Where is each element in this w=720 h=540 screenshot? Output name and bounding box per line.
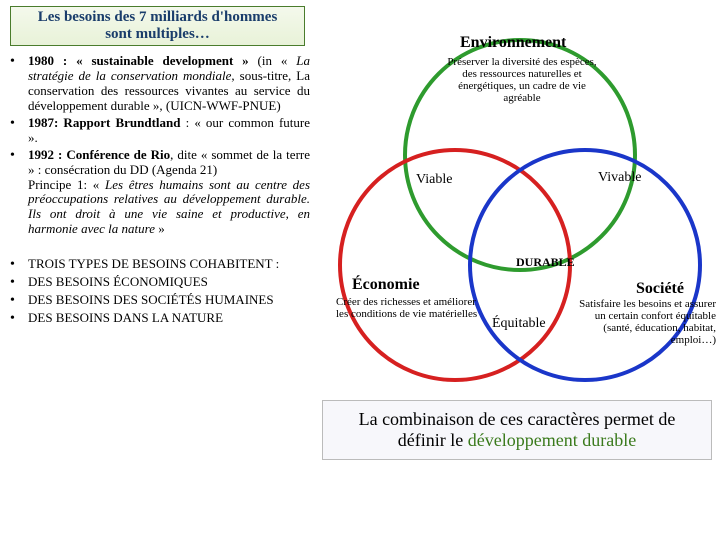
needs-item: DES BESOINS ÉCONOMIQUES	[10, 275, 310, 291]
needs-list: TROIS TYPES DE BESOINS COHABITENT : DES B…	[10, 257, 310, 327]
venn-intersection-label: Vivable	[598, 170, 641, 185]
slide-title: Les besoins des 7 milliards d'hommes son…	[10, 6, 305, 46]
venn-circle-title: Économie	[352, 276, 420, 294]
history-list: 1980 : « sustainable development » (in «…	[10, 54, 310, 237]
venn-diagram: Environnement Préserver la diversité des …	[330, 20, 710, 400]
title-line-2: sont multiples…	[15, 26, 300, 43]
needs-item: DES BESOINS DES SOCIÉTÉS HUMAINES	[10, 293, 310, 309]
venn-circle-title: Environnement	[460, 34, 566, 52]
needs-item: TROIS TYPES DE BESOINS COHABITENT :	[10, 257, 310, 273]
venn-center-label: DURABLE	[516, 256, 575, 269]
history-item-text: 1980 : « sustainable development » (in «…	[28, 54, 310, 114]
history-item: 1980 : « sustainable development » (in «…	[10, 54, 310, 114]
conclusion-box: La combinaison de ces caractères permet …	[322, 400, 712, 460]
venn-circle-desc: Créer des richesses et améliorer les con…	[336, 296, 486, 320]
needs-item: DES BESOINS DANS LA NATURE	[10, 311, 310, 327]
conclusion-text-2: développement durable	[468, 430, 636, 450]
history-item: 1992 : Conférence de Rio, dite « sommet …	[10, 148, 310, 238]
history-item: 1987: Rapport Brundtland : « our common …	[10, 116, 310, 146]
needs-item-text: DES BESOINS DES SOCIÉTÉS HUMAINES	[28, 293, 274, 309]
history-item-text: 1992 : Conférence de Rio, dite « sommet …	[28, 148, 310, 238]
venn-intersection-label: Équitable	[492, 316, 546, 331]
left-column: 1980 : « sustainable development » (in «…	[10, 54, 310, 329]
history-item-text: 1987: Rapport Brundtland : « our common …	[28, 116, 310, 146]
needs-item-text: DES BESOINS ÉCONOMIQUES	[28, 275, 208, 291]
venn-circle-desc: Satisfaire les besoins et assurer un cer…	[566, 298, 716, 346]
venn-circle-title: Société	[636, 280, 684, 298]
needs-item-text: TROIS TYPES DE BESOINS COHABITENT :	[28, 257, 279, 273]
title-line-1: Les besoins des 7 milliards d'hommes	[15, 9, 300, 26]
needs-item-text: DES BESOINS DANS LA NATURE	[28, 311, 223, 327]
venn-intersection-label: Viable	[416, 172, 452, 187]
venn-circle-desc: Préserver la diversité des espèces, des …	[442, 56, 602, 104]
